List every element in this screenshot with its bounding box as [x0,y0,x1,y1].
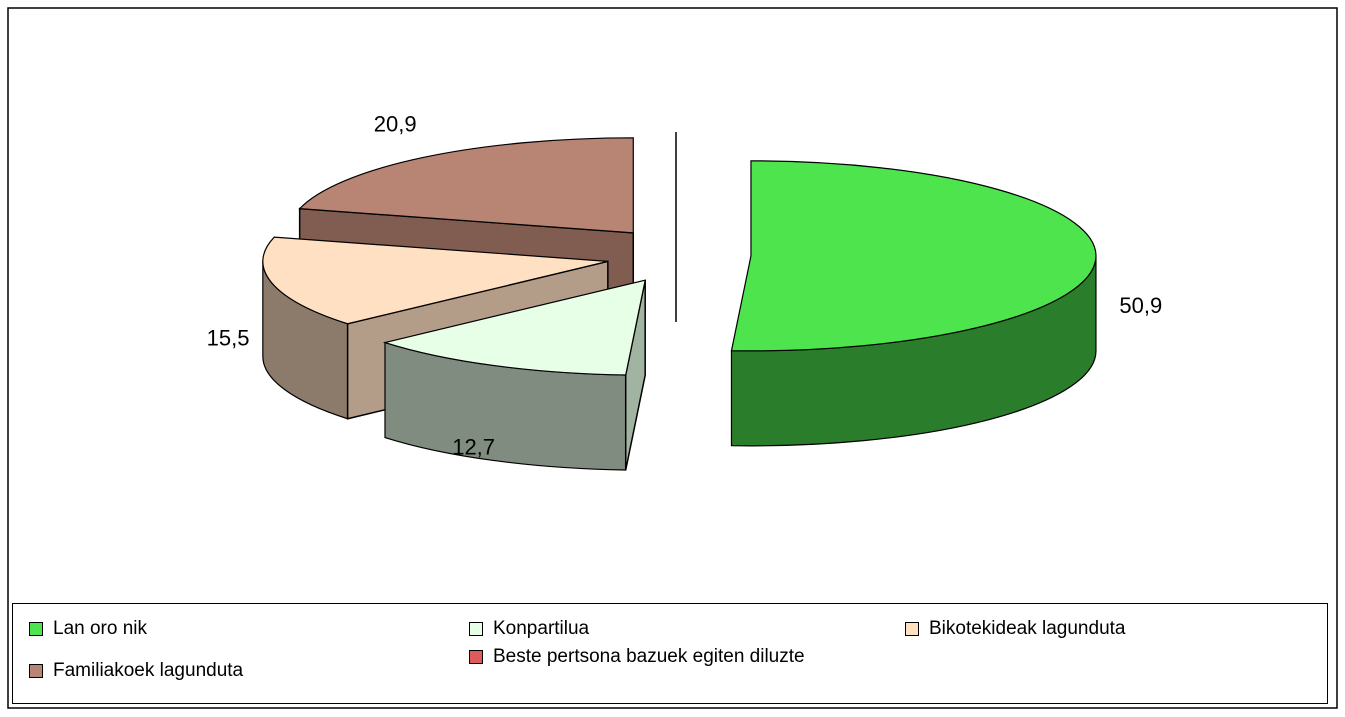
data-label: 15,5 [207,325,250,350]
legend: Lan oro nik Konpartilua Bikotekideak lagun… [12,603,1328,704]
data-label: 50,9 [1119,293,1162,318]
legend-swatch [905,622,919,636]
legend-swatch [29,622,43,636]
chart-border [7,7,1338,709]
slice-top [298,137,634,234]
data-label: 12,7 [452,435,495,460]
legend-item: Beste pertsona bazuek egiten diluzte [469,646,869,668]
legend-item: Familiakoek lagunduta [29,660,243,682]
legend-label: Konpartilua [493,618,590,639]
legend-label: Familiakoek lagunduta [53,660,244,681]
slice-top [730,160,1097,352]
legend-swatch [469,650,483,664]
legend-item: Konpartilua [469,618,589,640]
legend-swatch [469,622,483,636]
legend-label: Lan oro nik [53,618,148,639]
slice-top [382,279,646,376]
pie-slice [730,160,1097,447]
slice-top [262,236,608,325]
pie-slice [382,279,646,471]
data-label: 20,9 [374,112,417,137]
legend-label: Beste pertsona bazuek egiten diluzte [493,646,805,667]
legend-item: Lan oro nik [29,618,147,640]
legend-label: Bikotekideak lagunduta [929,618,1126,639]
legend-swatch [29,664,43,678]
legend-item: Bikotekideak lagunduta [905,618,1125,640]
